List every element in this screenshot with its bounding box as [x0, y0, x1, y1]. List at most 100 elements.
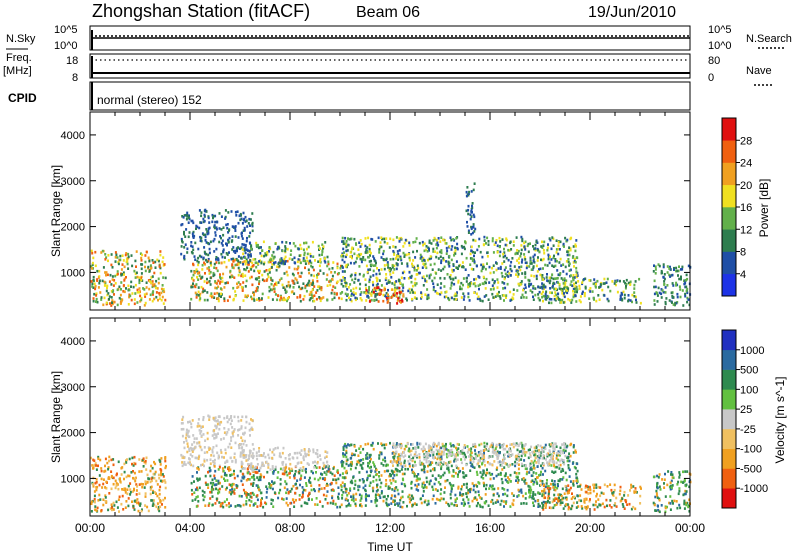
echo-cell [552, 237, 555, 241]
echo-cell [477, 501, 479, 505]
echo-cell [273, 287, 276, 291]
echo-cell [506, 282, 509, 286]
echo-cell [94, 462, 97, 465]
echo-cell [462, 292, 465, 295]
echo-cell [342, 452, 344, 455]
echo-cell [276, 247, 279, 251]
echo-cell [456, 291, 458, 294]
echo-cell [223, 416, 226, 420]
echo-cell [622, 280, 625, 283]
echo-cell [450, 464, 453, 468]
echo-cell [467, 501, 470, 505]
echo-cell [313, 488, 315, 491]
echo-cell [407, 289, 410, 293]
echo-cell [154, 470, 157, 474]
echo-cell [449, 496, 452, 500]
echo-cell [572, 289, 574, 293]
echo-cell [533, 480, 536, 484]
echo-cell [499, 473, 502, 476]
echo-cell [367, 474, 370, 478]
echo-cell [482, 481, 485, 485]
echo-cell [360, 494, 363, 498]
nsky-tick-top: 10^5 [54, 24, 78, 36]
echo-cell [195, 505, 198, 508]
echo-cell [103, 470, 106, 473]
echo-cell [518, 450, 521, 453]
echo-cell [364, 484, 367, 487]
echo-cell [575, 245, 577, 248]
echo-cell [526, 244, 529, 248]
echo-cell [398, 249, 401, 252]
echo-cell [191, 419, 194, 422]
echo-cell [680, 277, 682, 281]
echo-cell [212, 216, 214, 220]
echo-cell [517, 467, 520, 471]
echo-cell [412, 250, 415, 254]
echo-cell [549, 255, 551, 258]
echo-cell [534, 478, 537, 481]
echo-cell [319, 260, 321, 263]
echo-cell [250, 275, 253, 279]
echo-cell [181, 461, 184, 464]
echo-cell [548, 276, 551, 280]
echo-cell [351, 278, 354, 282]
echo-cell [391, 266, 394, 269]
echo-cell [138, 458, 141, 461]
echo-cell [135, 489, 138, 492]
echo-cell [668, 267, 671, 270]
echo-cell [388, 487, 391, 490]
echo-cell [301, 486, 304, 489]
echo-cell [121, 263, 124, 266]
echo-cell [188, 231, 191, 234]
echo-cell [299, 275, 302, 278]
echo-cell [297, 258, 300, 261]
echo-cell [442, 447, 445, 450]
echo-cell [280, 262, 283, 265]
echo-cell [446, 273, 449, 276]
echo-cell [303, 251, 306, 255]
echo-cell [128, 288, 131, 292]
echo-cell [504, 243, 507, 247]
echo-cell [364, 443, 367, 446]
echo-cell [273, 481, 276, 484]
echo-cell [131, 462, 133, 466]
echo-cell [476, 248, 479, 252]
echo-cell [551, 273, 554, 276]
echo-cell [194, 241, 197, 245]
echo-cell [571, 504, 574, 508]
echo-cell [393, 489, 396, 493]
echo-cell [93, 500, 96, 504]
echo-cell [383, 237, 386, 241]
echo-cell [623, 296, 626, 300]
echo-cell [435, 444, 438, 448]
echo-cell [339, 278, 342, 282]
echo-cell [227, 281, 229, 285]
echo-cell [242, 451, 245, 454]
echo-cell [255, 467, 258, 471]
echo-cell [138, 276, 141, 279]
echo-cell [164, 276, 167, 280]
echo-cell [408, 455, 411, 458]
echo-cell [453, 460, 456, 463]
echo-cell [631, 293, 634, 297]
echo-cell [140, 482, 143, 486]
echo-cell [431, 268, 434, 271]
echo-cell [240, 436, 243, 439]
echo-cell [201, 268, 204, 271]
echo-cell [469, 469, 472, 472]
echo-cell [227, 231, 230, 234]
echo-cell [204, 504, 207, 507]
echo-cell [560, 470, 563, 473]
echo-cell [188, 214, 190, 217]
echo-cell [200, 236, 203, 240]
echo-cell [289, 462, 292, 466]
echo-cell [426, 503, 429, 507]
echo-cell [209, 462, 212, 465]
echo-cell [341, 494, 344, 497]
echo-cell [251, 468, 254, 472]
echo-cell [449, 483, 452, 487]
echo-cell [392, 257, 395, 261]
echo-cell [352, 497, 355, 500]
echo-cell [391, 264, 394, 267]
